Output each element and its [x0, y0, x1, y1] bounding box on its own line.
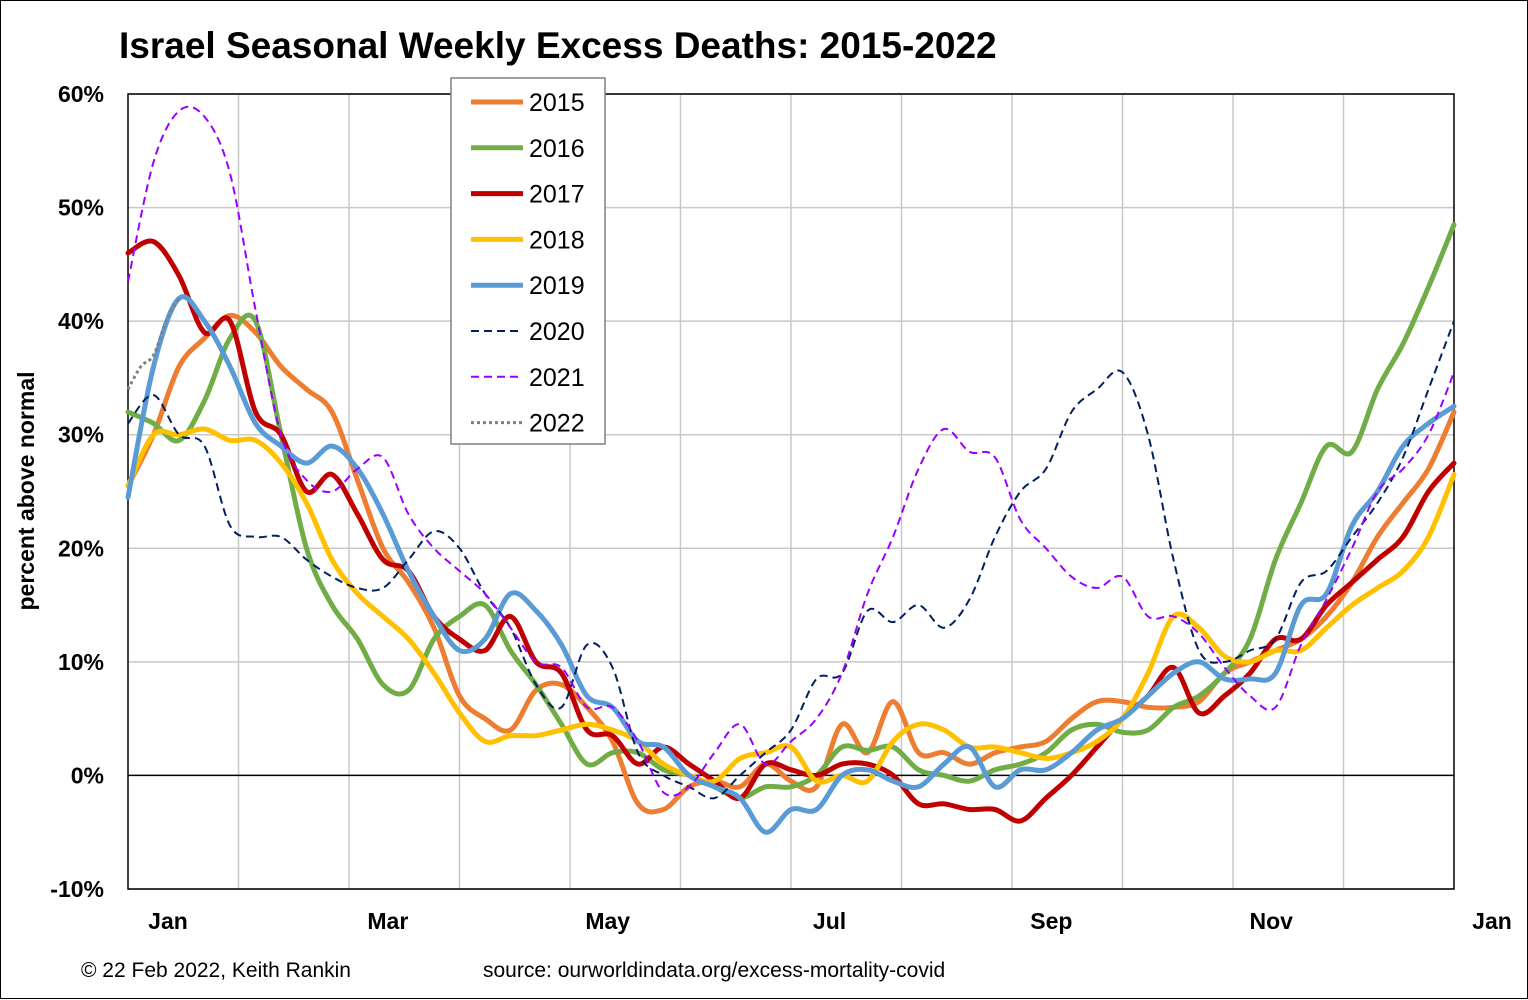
x-tick-label: May — [585, 908, 630, 934]
y-tick-label: -10% — [50, 876, 104, 902]
series-lines — [125, 105, 1457, 835]
y-tick-label: 40% — [58, 308, 104, 334]
legend-label-2018: 2018 — [529, 226, 585, 254]
legend-box — [450, 77, 606, 445]
x-tick-label: Jul — [813, 908, 846, 934]
series-line-2021 — [127, 105, 1455, 797]
y-tick-label: 60% — [58, 81, 104, 107]
legend-label-2020: 2020 — [529, 318, 585, 346]
y-tick-label: 50% — [58, 195, 104, 221]
x-tick-label: Jan — [1472, 908, 1512, 934]
y-tick-label: 0% — [71, 762, 104, 788]
y-axis: 60% 50% 40% 30% 20% 10% 0% -10% — [50, 81, 104, 902]
series-line-2017 — [125, 238, 1457, 824]
x-tick-label: Mar — [367, 908, 408, 934]
chart-title: Israel Seasonal Weekly Excess Deaths: 20… — [119, 25, 997, 66]
legend-label-2017: 2017 — [529, 181, 585, 209]
legend-label-2021: 2021 — [529, 364, 585, 392]
x-tick-label: Sep — [1030, 908, 1072, 934]
x-tick-label: Jan — [148, 908, 188, 934]
legend-label-2015: 2015 — [529, 89, 585, 117]
x-tick-label: Nov — [1250, 908, 1294, 934]
legend-label-2019: 2019 — [529, 272, 585, 300]
y-tick-label: 30% — [58, 422, 104, 448]
series-line-2022 — [126, 297, 181, 391]
footer-source: source: ourworldindata.org/excess-mortal… — [483, 959, 945, 982]
y-axis-label: percent above normal — [13, 371, 39, 610]
series-line-2020 — [127, 320, 1455, 800]
legend: 2015 2016 2017 2018 2019 2020 2021 2022 — [450, 77, 606, 445]
x-axis: Jan Mar May Jul Sep Nov Jan — [148, 908, 1512, 934]
y-tick-label: 10% — [58, 649, 104, 675]
footer-copyright: © 22 Feb 2022, Keith Rankin — [81, 959, 351, 982]
y-tick-label: 20% — [58, 535, 104, 561]
legend-label-2016: 2016 — [529, 135, 585, 163]
legend-label-2022: 2022 — [529, 410, 585, 438]
